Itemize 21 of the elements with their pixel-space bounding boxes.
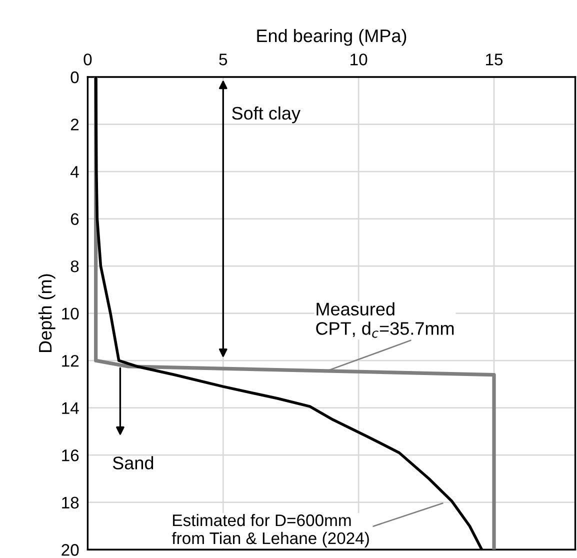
x-tick-label: 15	[486, 54, 503, 66]
y-tick-label: 6	[70, 213, 79, 225]
annotation: Sand	[112, 456, 154, 470]
annotation: Soft clay	[232, 106, 300, 124]
y-axis-title: Depth (m)	[38, 274, 56, 352]
y-tick-label: 20	[62, 544, 79, 556]
y-tick-label: 12	[62, 354, 79, 367]
y-tick-label: 14	[62, 402, 79, 414]
x-tick-label: 0	[84, 54, 92, 66]
annotation: Measured CPT, d$_{c}$=35.7mm	[316, 302, 454, 338]
y-tick-label: 18	[62, 496, 79, 509]
x-tick-label: 10	[350, 54, 368, 66]
y-tick-label: 10	[62, 308, 79, 320]
x-axis-title: End bearing (MPa)	[257, 28, 406, 46]
y-tick-label: 2	[70, 118, 79, 130]
y-tick-label: 16	[62, 450, 79, 462]
y-tick-label: 4	[70, 166, 79, 178]
annotation: Estimated for D=600mm from Tian & Lehane (2024)	[172, 514, 369, 548]
y-tick-label: 8	[70, 260, 79, 272]
y-tick-label: 0	[70, 71, 79, 84]
x-tick-label: 5	[219, 54, 228, 66]
